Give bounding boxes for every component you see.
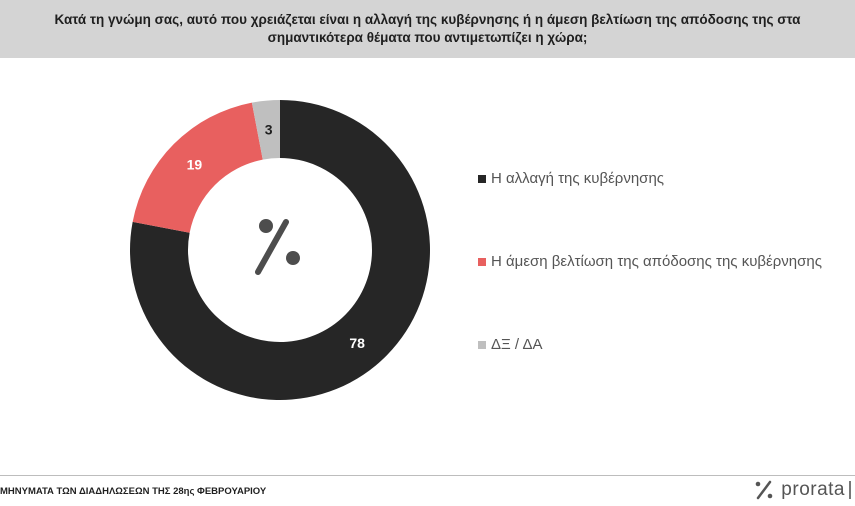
legend-item-dont-know: ΔΞ / ΔΑ: [478, 336, 542, 353]
legend-swatch-government-change: [478, 174, 486, 183]
data-label-government-change: 78: [349, 335, 365, 351]
slice-government-change: [129, 100, 431, 400]
page-title: Κατά τη γνώμη σας, αυτό που χρειάζεται ε…: [54, 12, 801, 45]
legend-swatch-dont-know: [478, 340, 486, 349]
legend-swatch-performance-improvement: [478, 257, 486, 266]
title-bar: Κατά τη γνώμη σας, αυτό που χρειάζεται ε…: [0, 0, 855, 58]
slice-dont-know: [251, 100, 280, 160]
center-percent-icon: [255, 219, 300, 275]
brand-bar: [849, 481, 851, 499]
legend-label-dont-know: ΔΞ / ΔΑ: [491, 336, 543, 353]
legend-label-performance-improvement: Η άμεση βελτίωση της απόδοσης της κυβέρν…: [491, 253, 822, 270]
legend-label-government-change: Η αλλαγή της κυβέρνησης: [491, 170, 665, 187]
donut-chart: 78 19 3: [129, 100, 431, 400]
footer-divider: [0, 475, 855, 476]
brand-logo: prorata: [753, 478, 851, 502]
percent-logo-icon: [755, 480, 773, 500]
legend: Η αλλαγή της κυβέρνησης Η άμεση βελτίωση…: [478, 0, 855, 506]
footer-caption: ΜΗΝΥΜΑΤΑ ΤΩΝ ΔΙΑΔΗΛΩΣΕΩΝ ΤΗΣ 28ης ΦΕΒΡΟΥ…: [0, 486, 267, 497]
brand-name: prorata: [781, 479, 845, 500]
data-label-performance-improvement: 19: [187, 156, 203, 172]
data-label-dont-know: 3: [265, 122, 273, 138]
slice-performance-improvement: [132, 102, 263, 233]
legend-item-government-change: Η αλλαγή της κυβέρνησης: [478, 170, 664, 187]
legend-item-performance-improvement: Η άμεση βελτίωση της απόδοσης της κυβέρν…: [478, 253, 822, 270]
